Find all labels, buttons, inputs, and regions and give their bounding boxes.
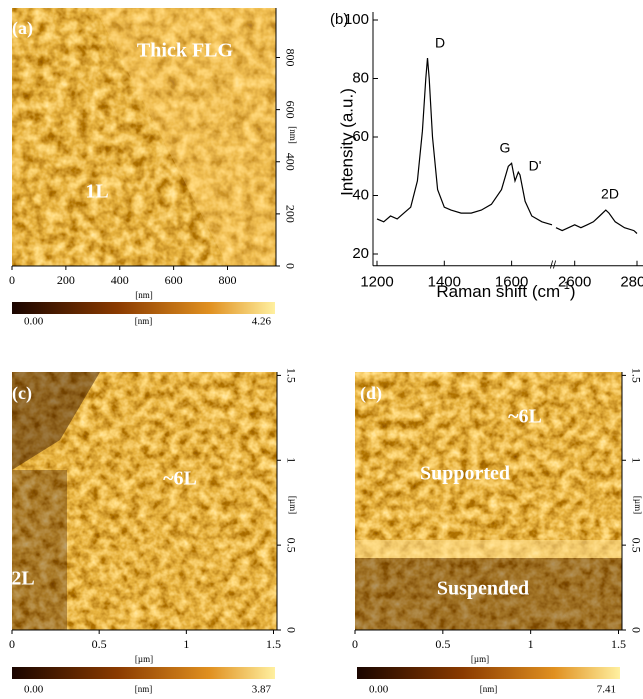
x-tick-label: 400: [111, 273, 129, 287]
y-tick-label: 80: [352, 69, 369, 86]
annotation: Supported: [420, 463, 510, 485]
y-tick-label: 0.5: [284, 538, 298, 553]
annotation: ~6L: [508, 406, 542, 428]
x-tick-label: 1: [183, 637, 189, 651]
colorbar: [12, 302, 275, 314]
y-tick-label: 0: [283, 263, 297, 269]
y-tick-label: 40: [352, 186, 369, 203]
x-tick-label: 0.5: [92, 637, 107, 651]
x-tick-label: 1.5: [611, 637, 626, 651]
annotation: Suspended: [437, 578, 529, 600]
afm-region: [355, 558, 622, 630]
spectrum: [376, 57, 638, 234]
y-unit: [µm]: [288, 496, 298, 514]
afm-region: [95, 8, 276, 266]
x-unit: [µm]: [471, 654, 489, 664]
colorbar-min: 0.00: [24, 684, 44, 696]
panel-label: (a): [12, 18, 33, 39]
afm-region: [12, 470, 67, 630]
y-unit: [µm]: [633, 496, 643, 514]
x-axis-title-part: ): [570, 282, 576, 301]
annotation: 2L: [11, 568, 34, 590]
annotation: Thick FLG: [137, 40, 234, 62]
colorbar-unit: [nm]: [135, 684, 153, 694]
afm-image: [355, 372, 622, 630]
annotation: ~6L: [163, 468, 197, 490]
afm-image: [12, 8, 276, 266]
colorbar-max: 4.26: [252, 316, 272, 328]
peak-label: 2D: [601, 186, 619, 202]
x-tick-label: 0.5: [435, 637, 450, 651]
y-tick-label: 1: [284, 457, 298, 463]
x-axis-title-part: Raman shift (cm: [436, 282, 560, 301]
colorbar-min: 0.00: [369, 684, 389, 696]
panel-label: (c): [12, 383, 32, 404]
x-tick-label: 2600: [558, 274, 591, 291]
colorbar-max: 7.41: [597, 684, 616, 696]
colorbar-unit: [nm]: [135, 316, 153, 326]
y-tick-label: 600: [283, 101, 297, 119]
x-tick-label: 1600: [495, 274, 528, 291]
colorbar: [12, 667, 275, 679]
x-tick-label: 0: [9, 637, 15, 651]
y-tick-label: 0: [629, 627, 643, 633]
y-tick-label: 200: [283, 205, 297, 223]
peak-label: G: [500, 140, 511, 156]
panel-label: (d): [360, 383, 382, 404]
x-tick-label: 1400: [428, 274, 461, 291]
x-tick-label: 1200: [360, 274, 393, 291]
axis-break: //: [550, 260, 557, 272]
x-tick-label: 0: [352, 637, 358, 651]
afm-region: [12, 372, 100, 470]
y-unit: [nm]: [288, 126, 298, 144]
x-tick-label: 1: [528, 637, 534, 651]
y-tick-label: 400: [283, 153, 297, 171]
annotation: 1L: [85, 181, 108, 203]
y-tick-label: 1: [629, 457, 643, 463]
x-unit: [µm]: [135, 654, 153, 664]
y-tick-label: 1.5: [284, 368, 298, 383]
colorbar-unit: [nm]: [480, 684, 498, 694]
colorbar-max: 3.87: [252, 684, 272, 696]
y-tick-label: 100: [344, 11, 369, 28]
afm-region: [355, 540, 622, 558]
panel-label: (b): [330, 11, 348, 28]
peak-label: D: [435, 35, 445, 51]
y-tick-label: 0.5: [629, 538, 643, 553]
x-tick-label: 2800: [620, 274, 643, 291]
x-axis-title-part: -1: [560, 280, 570, 292]
peak-label: D': [529, 158, 542, 174]
y-tick-label: 800: [283, 49, 297, 67]
y-tick-label: 20: [352, 245, 369, 262]
x-tick-label: 1.5: [266, 637, 281, 651]
x-tick-label: 200: [57, 273, 75, 287]
x-tick-label: 600: [165, 273, 183, 287]
x-tick-label: 0: [9, 273, 15, 287]
y-tick-label: 60: [352, 128, 369, 145]
y-tick-label: 0: [284, 627, 298, 633]
y-tick-label: 1.5: [629, 368, 643, 383]
x-unit: [nm]: [135, 290, 153, 300]
colorbar-min: 0.00: [24, 316, 44, 328]
colorbar: [357, 667, 620, 679]
x-tick-label: 800: [219, 273, 237, 287]
x-axis-title: Raman shift (cm-1): [436, 280, 575, 302]
y-axis-title: Intensity (a.u.): [337, 88, 356, 196]
